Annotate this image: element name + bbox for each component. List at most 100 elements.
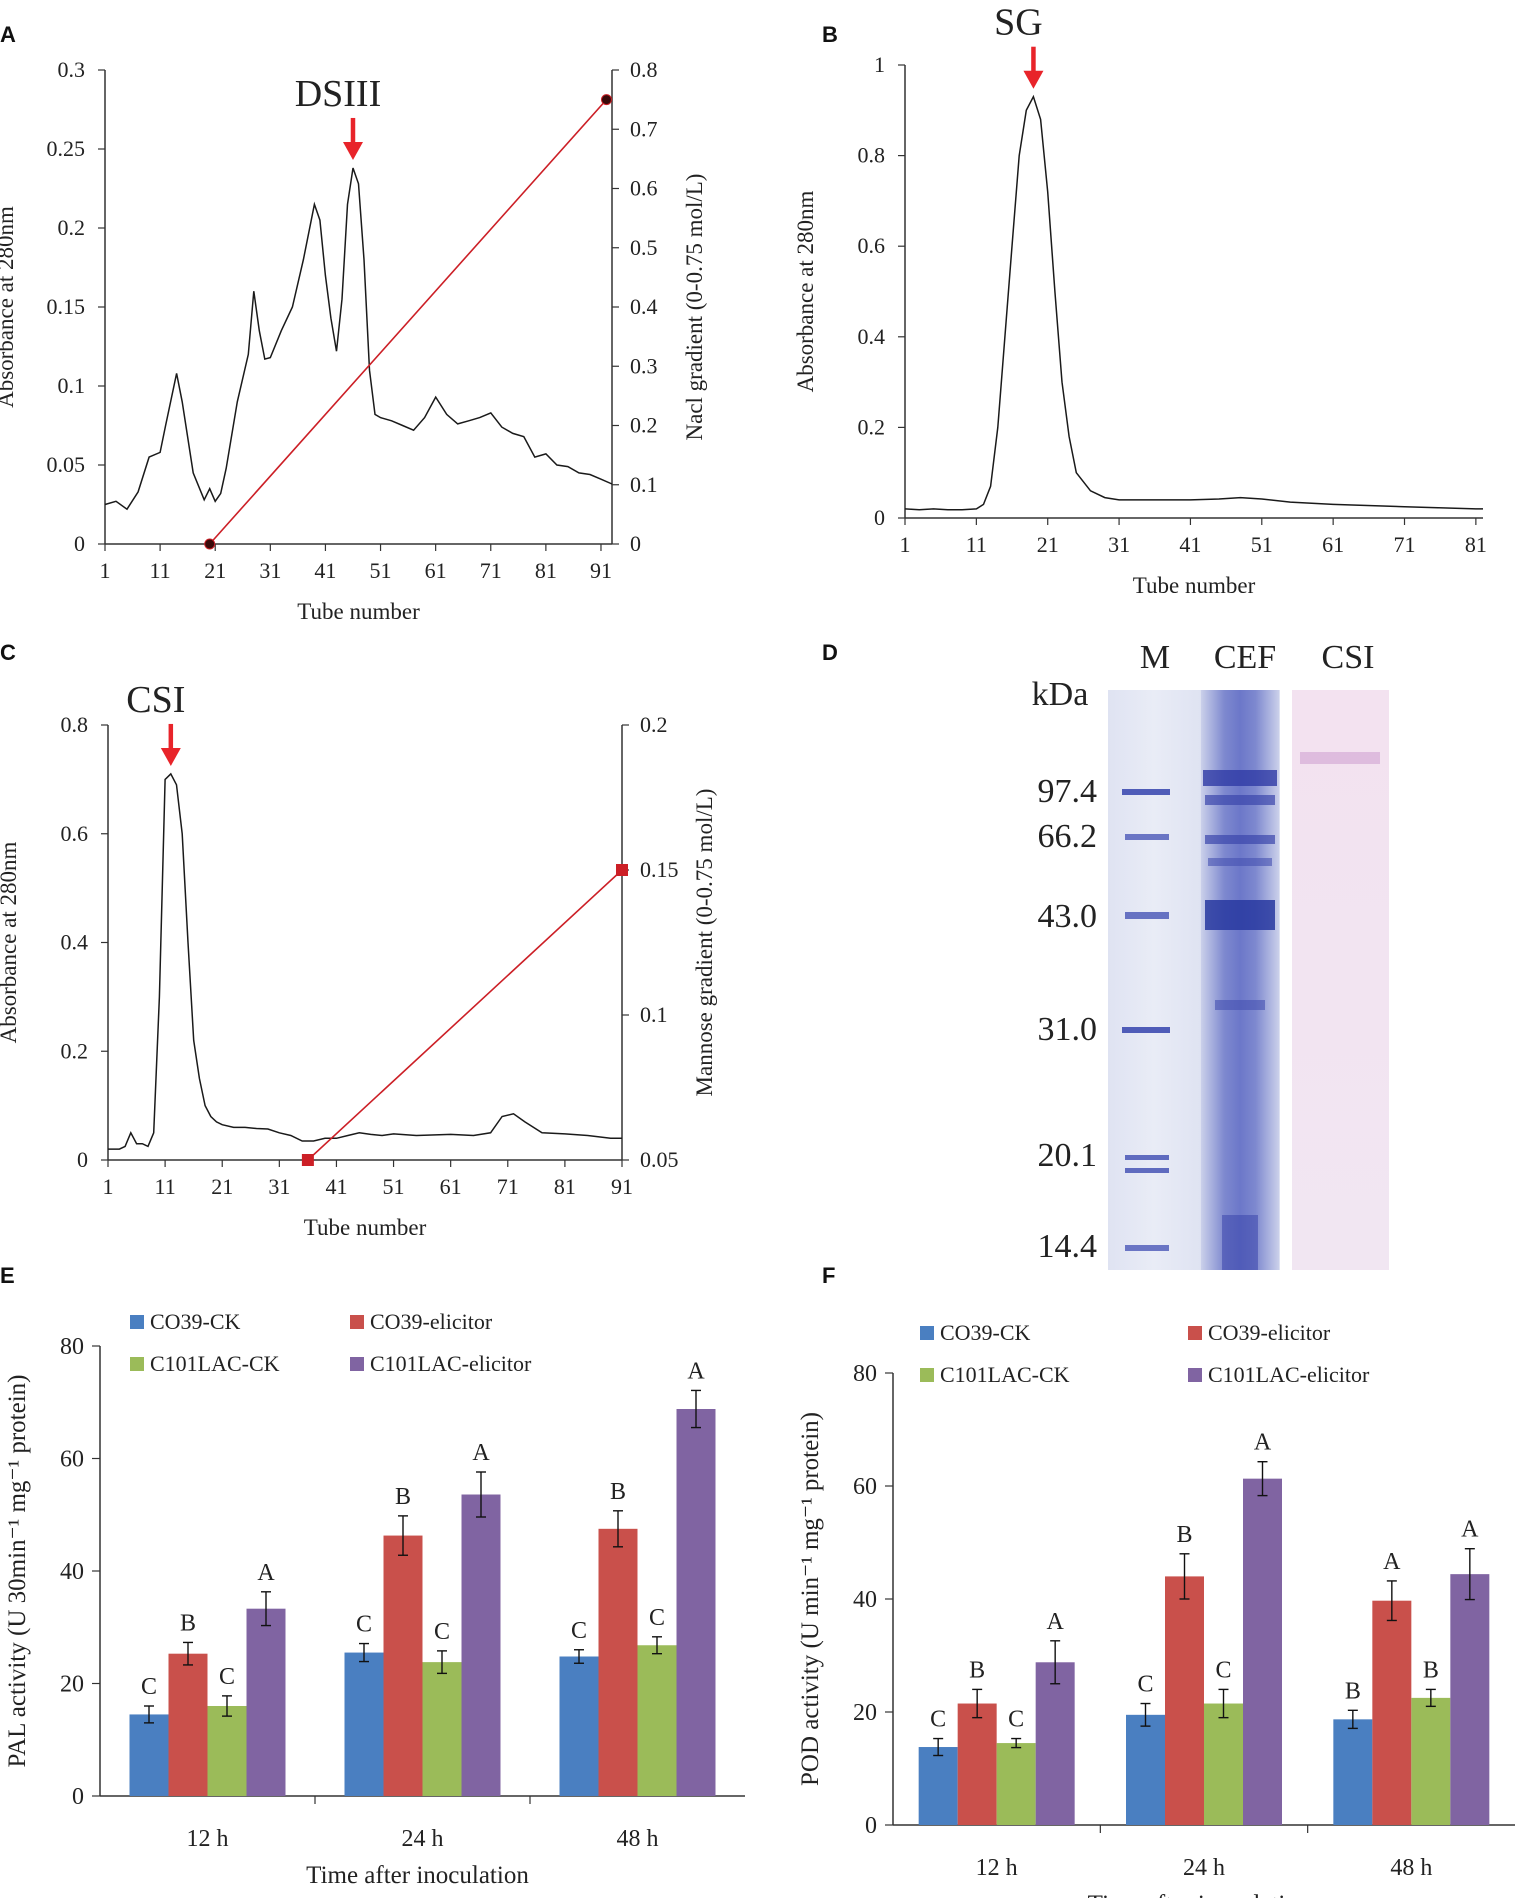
panel-a-chromatogram: 1 11 21 31 41 51 61 71 81 9100.050.10.150.20.250.… xyxy=(0,57,707,624)
cef-band-1 xyxy=(1203,770,1277,786)
x-tick-label-a: 41 xyxy=(314,558,336,583)
marker-band-43 xyxy=(1125,912,1169,919)
significance-letter-e: B xyxy=(395,1484,411,1510)
y-tick-label-a: 0.05 xyxy=(47,452,86,477)
bar-f xyxy=(1333,1719,1373,1825)
marker-band-31 xyxy=(1122,1027,1170,1033)
significance-letter-f: B xyxy=(1345,1678,1361,1704)
x-tick-label-b: 41 xyxy=(1179,532,1201,557)
gel-lane-cef xyxy=(1201,690,1279,1270)
y2-tick-label-c: 0.05 xyxy=(640,1147,679,1172)
x-tick-label-a: 11 xyxy=(150,558,171,583)
bar-f xyxy=(1165,1576,1204,1825)
x-category-label-e: 48 h xyxy=(617,1826,659,1852)
panel-letter-b: B xyxy=(822,22,838,47)
x-category-label-f: 12 h xyxy=(976,1855,1018,1881)
x-tick-label-c: 31 xyxy=(268,1174,290,1199)
y-tick-label-b: 0.6 xyxy=(858,233,886,258)
y2-tick-label-a: 0.6 xyxy=(630,176,658,201)
y-axis-title-c: Absorbance at 280nm xyxy=(0,841,21,1043)
marker-band-20a xyxy=(1125,1155,1169,1160)
x-tick-label-a: 1 xyxy=(100,558,111,583)
marker-band-20b xyxy=(1125,1168,1169,1173)
gel-marker-label-43: 43.0 xyxy=(1038,898,1098,935)
x-tick-label-a: 51 xyxy=(370,558,392,583)
gel-marker-label-66: 66.2 xyxy=(1038,818,1098,855)
y-axis-title-a: Absorbance at 280nm xyxy=(0,206,18,408)
y-tick-label-b: 0.2 xyxy=(858,414,886,439)
x-tick-label-c: 71 xyxy=(497,1174,519,1199)
y-tick-label-b: 0.8 xyxy=(858,143,886,168)
panel-f-bar-chart: CO39-CK CO39-elicitor C101LAC-CK C101LAC-el… xyxy=(797,1320,1515,1898)
significance-letter-e: A xyxy=(687,1358,705,1384)
y-tick-label-f: 60 xyxy=(853,1474,877,1500)
legend-label-f: CO39-CK xyxy=(940,1320,1031,1345)
bar-e xyxy=(422,1662,462,1796)
peak-annotation-b: SG xyxy=(994,2,1043,44)
significance-letter-e: C xyxy=(434,1619,450,1645)
bar-e xyxy=(637,1645,677,1796)
significance-letter-f: C xyxy=(1215,1657,1231,1683)
significance-letter-e: A xyxy=(257,1560,275,1586)
y-axis-title-e: PAL activity (U 30min⁻¹ mg⁻¹ protein) xyxy=(4,1375,31,1768)
x-tick-label-a: 81 xyxy=(535,558,557,583)
y-tick-label-a: 0.25 xyxy=(47,136,86,161)
legend-label-e: CO39-CK xyxy=(150,1309,241,1334)
y-tick-label-f: 0 xyxy=(865,1813,877,1839)
peak-annotation-c: CSI xyxy=(126,679,185,721)
gradient-line-a xyxy=(209,99,608,545)
y2-tick-label-c: 0.1 xyxy=(640,1002,668,1027)
legend-swatch-e xyxy=(350,1357,364,1371)
x-tick-label-b: 1 xyxy=(900,532,911,557)
bar-e xyxy=(676,1409,716,1796)
legend-swatch-e xyxy=(130,1315,144,1329)
bar-f xyxy=(1126,1714,1165,1825)
gel-lane-label-cef: CEF xyxy=(1214,639,1276,676)
y-axis-title-f: POD activity (U min⁻¹ mg⁻¹ protein) xyxy=(797,1412,824,1786)
x-axis-title-b: Tube number xyxy=(1133,573,1256,598)
x-category-label-f: 24 h xyxy=(1183,1855,1225,1881)
legend-label-f: CO39-elicitor xyxy=(1208,1320,1331,1345)
y2-tick-label-a: 0.7 xyxy=(630,116,658,141)
x-tick-label-c: 1 xyxy=(103,1174,114,1199)
x-tick-label-c: 11 xyxy=(155,1174,176,1199)
gel-lane-m xyxy=(1108,690,1200,1270)
x-tick-label-a: 91 xyxy=(590,558,612,583)
gel-marker-label-31: 31.0 xyxy=(1038,1011,1098,1048)
panel-d-gel: M CEF CSI kDa 97.4 66.2 43.0 xyxy=(1032,639,1389,1270)
legend-label-f: C101LAC-CK xyxy=(940,1362,1070,1387)
gel-marker-label-20: 20.1 xyxy=(1038,1137,1098,1174)
bar-e xyxy=(598,1528,638,1796)
significance-letter-f: C xyxy=(1008,1707,1024,1733)
panel-letter-d: D xyxy=(822,640,838,665)
marker-band-97 xyxy=(1122,789,1170,795)
legend-swatch-e xyxy=(130,1357,144,1371)
y-tick-label-c: 0.4 xyxy=(61,930,89,955)
y2-tick-label-a: 0.2 xyxy=(630,413,658,438)
x-tick-label-a: 71 xyxy=(480,558,502,583)
legend-swatch-f xyxy=(1188,1368,1202,1382)
y-tick-label-b: 1 xyxy=(874,52,885,77)
x-axis-title-f: Time after inoculation xyxy=(1088,1891,1311,1898)
y2-tick-label-c: 0.15 xyxy=(640,857,679,882)
y-tick-label-c: 0.8 xyxy=(61,712,89,737)
x-tick-label-a: 21 xyxy=(204,558,226,583)
y2-axis-title-c: Mannose gradient (0-0.75 mol/L) xyxy=(692,789,717,1097)
gradient-endpoint-a xyxy=(204,538,216,550)
bar-e xyxy=(168,1653,208,1796)
y-tick-label-c: 0 xyxy=(77,1147,88,1172)
x-axis-title-a: Tube number xyxy=(297,599,420,624)
legend-swatch-f xyxy=(920,1326,934,1340)
x-tick-label-c: 81 xyxy=(554,1174,576,1199)
legend-label-e: C101LAC-elicitor xyxy=(370,1351,532,1376)
significance-letter-e: C xyxy=(219,1664,235,1690)
x-axis-title-e: Time after inoculation xyxy=(306,1862,529,1889)
x-tick-label-b: 31 xyxy=(1108,532,1130,557)
y-tick-label-a: 0.3 xyxy=(58,57,86,82)
cef-band-3 xyxy=(1205,835,1275,844)
y-axis-title-b: Absorbance at 280nm xyxy=(793,190,818,392)
significance-letter-f: C xyxy=(1137,1672,1153,1698)
x-category-label-e: 12 h xyxy=(187,1826,229,1852)
